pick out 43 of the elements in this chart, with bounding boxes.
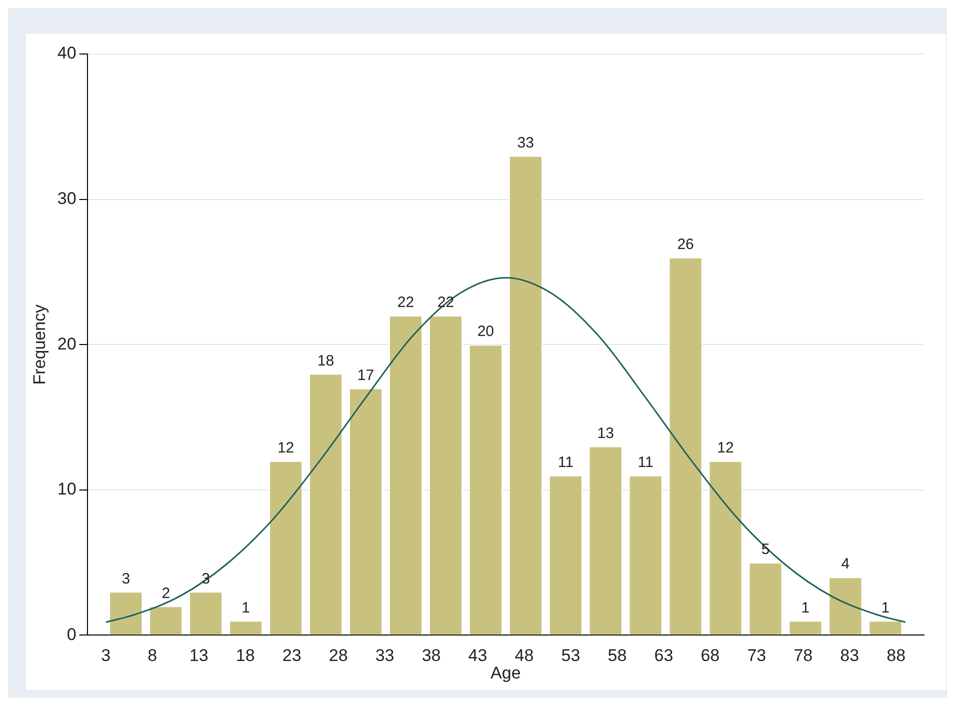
x-tick-label: 3	[101, 646, 111, 666]
x-tick-label: 63	[654, 646, 674, 666]
data-label: 1	[801, 599, 810, 616]
data-label: 13	[597, 424, 614, 442]
y-tick-label: 40	[57, 44, 76, 63]
x-tick-label: 48	[514, 646, 534, 666]
data-label: 12	[277, 439, 294, 456]
y-tick-label: 20	[57, 334, 76, 354]
x-tick-label: 38	[422, 646, 441, 666]
y-tick-label: 10	[57, 480, 76, 499]
data-label: 18	[317, 352, 334, 370]
data-label: 22	[397, 294, 414, 312]
x-tick-label: 88	[886, 646, 906, 666]
data-label: 17	[357, 366, 374, 384]
data-label: 2	[162, 584, 170, 602]
x-tick-label: 58	[608, 646, 627, 666]
x-tick-label: 28	[328, 646, 348, 666]
x-tick-label: 18	[236, 646, 255, 666]
data-label: 33	[517, 134, 534, 152]
x-tick-label: 43	[468, 646, 488, 666]
data-label: 1	[242, 599, 250, 616]
data-label: 12	[717, 439, 734, 456]
x-tick-label: 73	[747, 646, 766, 666]
y-tick-label: 0	[66, 624, 76, 644]
x-tick-label: 8	[148, 646, 158, 666]
x-tick-label: 23	[282, 646, 302, 666]
data-label: 4	[841, 556, 850, 573]
x-tick-label: 53	[561, 646, 580, 666]
x-tick-label: 13	[189, 646, 208, 666]
x-tick-label: 78	[794, 646, 813, 666]
x-tick-label: 33	[375, 646, 394, 666]
x-tick-label: 83	[840, 646, 860, 666]
data-label: 11	[558, 454, 574, 472]
data-label: 26	[677, 236, 694, 254]
data-label: 1	[881, 599, 890, 616]
data-label: 20	[477, 323, 494, 340]
y-axis-title: Frequency	[30, 304, 49, 385]
x-tick-label: 68	[700, 646, 720, 666]
data-label: 11	[638, 454, 654, 472]
line-series	[105, 277, 906, 623]
x-axis-title: Age	[490, 663, 521, 682]
data-label: 3	[122, 570, 130, 588]
y-tick-label: 30	[57, 188, 76, 208]
